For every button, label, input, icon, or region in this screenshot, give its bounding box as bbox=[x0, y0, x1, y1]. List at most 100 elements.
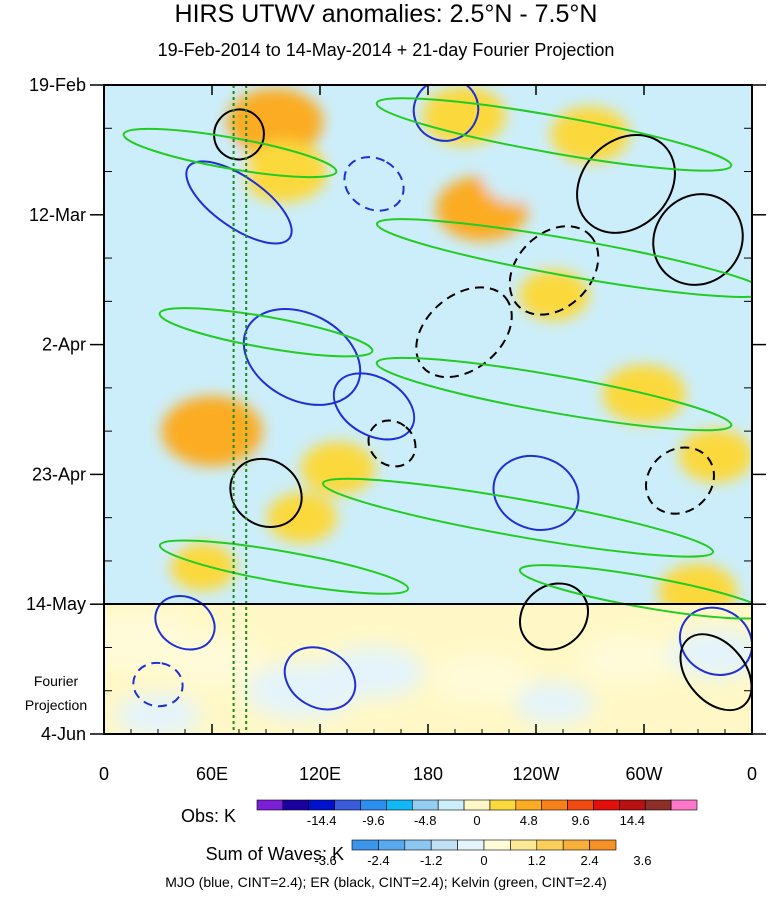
colorbar-tick-label: 0 bbox=[480, 853, 487, 868]
anomaly-blob bbox=[518, 269, 590, 321]
colorbar-swatch bbox=[334, 799, 361, 811]
er-contour bbox=[213, 108, 265, 161]
colorbar-tick-label: -9.6 bbox=[362, 813, 384, 828]
colorbar-swatch bbox=[457, 839, 485, 851]
anomaly-blob bbox=[334, 130, 414, 188]
kelvin-contour bbox=[375, 97, 733, 172]
colorbar-swatch bbox=[567, 799, 594, 811]
colorbar-swatch bbox=[256, 799, 284, 811]
kelvin-contour bbox=[122, 127, 338, 179]
colorbar-swatch bbox=[562, 839, 590, 851]
kelvin-contour bbox=[158, 307, 374, 358]
colorbar-swatch bbox=[541, 799, 568, 811]
kelvin-contour bbox=[321, 477, 715, 558]
colorbar-swatch bbox=[404, 839, 432, 851]
y-tick-label: 14-May bbox=[26, 594, 86, 614]
reference-dashed-lines bbox=[232, 85, 248, 734]
anomaly-blob bbox=[422, 86, 506, 146]
x-tick-label: 120W bbox=[512, 764, 559, 784]
colorbar-tick-label: 14.4 bbox=[620, 813, 645, 828]
colorbar-swatch bbox=[515, 799, 543, 811]
contour-legend: MJO (blue, CINT=2.4); ER (black, CINT=2.… bbox=[165, 874, 607, 890]
colorbar-swatch bbox=[589, 839, 617, 851]
colorbar-tick-label: 2.4 bbox=[581, 853, 599, 868]
colorbar-tick-label: -1.2 bbox=[420, 853, 442, 868]
anomaly-blob bbox=[368, 376, 452, 437]
anomaly-blob bbox=[266, 492, 338, 544]
projection-blob bbox=[434, 653, 530, 703]
x-tick-label: 120E bbox=[299, 764, 341, 784]
colorbar-swatch bbox=[489, 799, 517, 811]
waves-colorbar: Sum of Waves: K -3.6 -2.4 -1.2 0 1.2 2.4 3.6 bbox=[206, 839, 651, 868]
er-contour bbox=[652, 193, 744, 286]
anomaly-blob bbox=[678, 429, 752, 483]
er-contour bbox=[679, 633, 752, 712]
wave-contours bbox=[122, 85, 752, 712]
obs-colorbar: Obs: K -14.4 -9.6 -4.8 0 4.8 9.6 14.4 bbox=[181, 799, 698, 828]
projection-blob bbox=[163, 634, 261, 685]
anomaly-blob bbox=[611, 246, 677, 295]
waves-colorbar-label: Sum of Waves: K bbox=[206, 844, 344, 864]
mjo-contour bbox=[679, 606, 752, 676]
er-contour bbox=[508, 225, 600, 316]
kelvin-contour bbox=[375, 356, 733, 432]
colorbar-tick-label: 1.2 bbox=[528, 853, 546, 868]
colorbar-swatch bbox=[411, 799, 439, 811]
mjo-contour bbox=[412, 85, 480, 142]
y-tick-label: 23-Apr bbox=[32, 464, 86, 484]
er-contour bbox=[519, 582, 589, 651]
kelvin-contour bbox=[158, 539, 410, 595]
x-tick-label: 60W bbox=[625, 764, 662, 784]
projection-blob bbox=[579, 636, 673, 684]
fourier-label-line1: Fourier bbox=[34, 673, 79, 689]
anomaly-blob bbox=[116, 506, 182, 555]
colorbar-swatch bbox=[644, 799, 672, 811]
obs-colorbar-label: Obs: K bbox=[181, 806, 236, 826]
x-tick-label: 0 bbox=[99, 764, 109, 784]
colorbar-swatch bbox=[360, 799, 387, 811]
colorbar-swatch bbox=[510, 839, 538, 851]
colorbar-swatch bbox=[378, 839, 406, 851]
colorbar-tick-label: 3.6 bbox=[633, 853, 651, 868]
anomaly-blob bbox=[550, 106, 630, 163]
projection-anomaly-field bbox=[104, 612, 752, 734]
colorbar-swatch bbox=[351, 839, 379, 851]
mjo-contour bbox=[343, 156, 405, 212]
anomaly-blob bbox=[104, 306, 176, 358]
y-tick-label: 19-Feb bbox=[29, 75, 86, 95]
mjo-contour bbox=[332, 372, 416, 441]
x-tick-label: 180 bbox=[413, 764, 443, 784]
mjo-contour bbox=[242, 308, 362, 406]
colorbar-tick-label: 9.6 bbox=[571, 813, 589, 828]
y-tick-label: 12-Mar bbox=[29, 205, 86, 225]
obs-anomaly-field bbox=[104, 86, 752, 604]
colorbar-swatch bbox=[670, 799, 698, 811]
er-contour bbox=[415, 286, 513, 379]
er-contour bbox=[367, 419, 417, 468]
colorbar-swatch bbox=[430, 839, 458, 851]
mjo-contour bbox=[132, 661, 184, 708]
chart-title: HIRS UTWV anomalies: 2.5°N - 7.5°N bbox=[174, 0, 598, 28]
y-tick-label: 4-Jun bbox=[41, 724, 86, 744]
colorbar-swatch bbox=[536, 839, 564, 851]
anomaly-blob bbox=[300, 441, 376, 496]
er-contour bbox=[576, 133, 676, 234]
colorbar-swatch bbox=[386, 799, 413, 811]
y-axis: 19-Feb 12-Mar 2-Apr 23-Apr 14-May 4-Jun bbox=[26, 75, 766, 744]
colorbar-swatch bbox=[282, 799, 310, 811]
anomaly-blob bbox=[658, 563, 738, 604]
projection-blob bbox=[514, 682, 594, 724]
kelvin-contour bbox=[375, 218, 752, 298]
colorbar-swatch bbox=[437, 799, 465, 811]
mjo-contour bbox=[283, 646, 357, 711]
er-contour bbox=[229, 457, 303, 528]
projection-blob bbox=[668, 629, 752, 679]
projection-blob bbox=[116, 693, 200, 734]
colorbar-tick-label: -3.6 bbox=[314, 853, 336, 868]
er-contour bbox=[645, 446, 715, 515]
x-tick-label: 0 bbox=[747, 764, 757, 784]
x-axis: 0 60E 120E 180 120W 60W 0 bbox=[99, 85, 757, 784]
colorbar-tick-label: -14.4 bbox=[307, 813, 337, 828]
